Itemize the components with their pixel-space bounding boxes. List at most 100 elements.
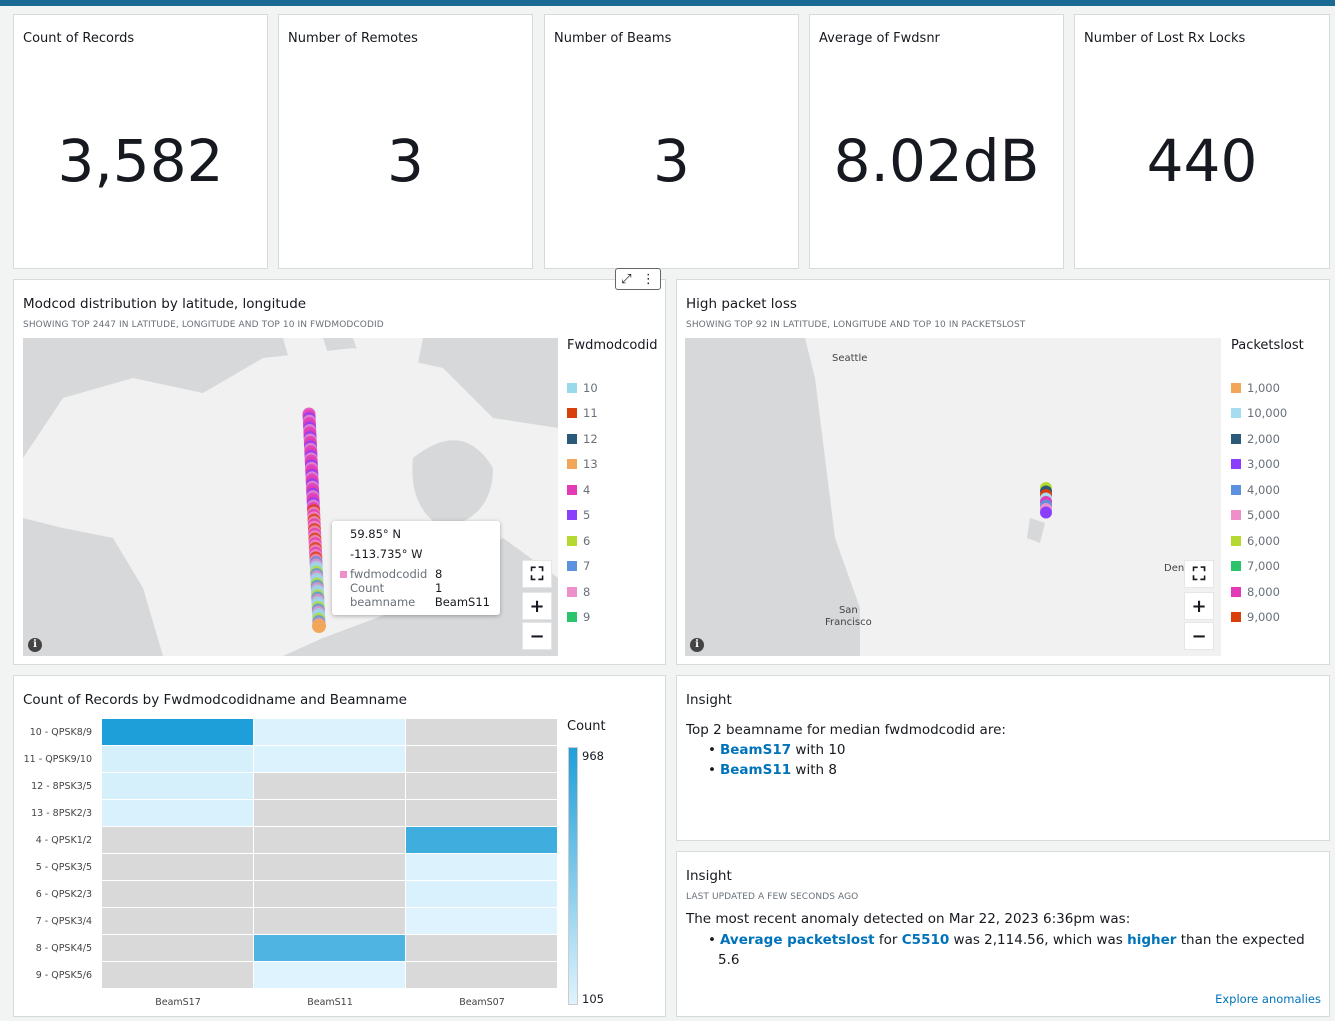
recenter-button[interactable]: ⛶: [522, 560, 552, 588]
place-label: Seattle: [832, 353, 868, 364]
legend-swatch: [567, 586, 577, 597]
legend-item[interactable]: 9,000: [1231, 605, 1304, 631]
legend-item[interactable]: 2,000: [1231, 426, 1304, 452]
heatmap-cell[interactable]: [406, 773, 558, 800]
kpi-value: 8.02dB: [833, 127, 1040, 195]
legend-label: 9: [583, 610, 591, 625]
heatmap-cell[interactable]: [102, 881, 254, 908]
legend-label: 12: [583, 431, 598, 446]
heatmap-visual: Count of Records by Fwdmodcodidname and …: [13, 675, 666, 1017]
zoom-in-button[interactable]: +: [522, 592, 552, 620]
heatmap-cell[interactable]: [406, 908, 558, 935]
tooltip-value: BeamS11: [434, 595, 490, 609]
row-label: 5 - QPSK3/5: [35, 862, 92, 873]
legend-swatch: [1231, 433, 1241, 444]
legend-item[interactable]: 9: [567, 605, 657, 631]
heatmap-cell[interactable]: [254, 827, 406, 854]
zoom-out-button[interactable]: −: [1184, 622, 1214, 650]
scale-min: 105: [582, 992, 604, 1006]
beam-link[interactable]: BeamS17: [719, 742, 792, 758]
expand-icon[interactable]: ⤢: [621, 271, 632, 287]
heatmap-cell[interactable]: [406, 935, 558, 962]
modcod-map-visual: Modcod distribution by latitude, longitu…: [13, 268, 666, 665]
zoom-out-button[interactable]: −: [522, 622, 552, 650]
legend-label: 6,000: [1247, 533, 1280, 548]
legend-item[interactable]: 13: [567, 452, 657, 478]
heatmap-cell[interactable]: [102, 800, 254, 827]
row-label: 11 - QPSK9/10: [23, 754, 92, 765]
heatmap-cell[interactable]: [102, 773, 254, 800]
heatmap-cell[interactable]: [102, 854, 254, 881]
heatmap-cell[interactable]: [406, 719, 558, 746]
legend-item[interactable]: 3,000: [1231, 452, 1304, 478]
heatmap-cell[interactable]: [406, 800, 558, 827]
heatmap-cell[interactable]: [254, 719, 406, 746]
info-icon[interactable]: i: [690, 638, 704, 652]
legend-item[interactable]: 4: [567, 477, 657, 503]
legend-item[interactable]: 8: [567, 579, 657, 605]
legend: Fwdmodcodid 10 11 12 13 4 5 6 7 8 9: [567, 338, 657, 630]
legend-item[interactable]: 6: [567, 528, 657, 554]
heatmap-cell[interactable]: [102, 908, 254, 935]
row-label: 6 - QPSK2/3: [35, 889, 92, 900]
heatmap-cell[interactable]: [254, 773, 406, 800]
legend-item[interactable]: 12: [567, 426, 657, 452]
heatmap-cell[interactable]: [406, 827, 558, 854]
map-canvas[interactable]: Seattle San Francisco Den ⛶ + − i: [685, 338, 1221, 656]
legend: Packetslost 1,000 10,000 2,000 3,000 4,000 5,0…: [1231, 338, 1304, 630]
legend-item[interactable]: 5,000: [1231, 503, 1304, 529]
beam-link[interactable]: BeamS11: [719, 762, 792, 778]
legend-item[interactable]: 7: [567, 554, 657, 580]
legend-item[interactable]: 1,000: [1231, 375, 1304, 401]
info-icon[interactable]: i: [28, 638, 42, 652]
direction-text: higher: [1127, 932, 1177, 948]
heatmap-cell[interactable]: [254, 800, 406, 827]
map-canvas[interactable]: 59.85° N -113.735° W fwdmodcodid 8 Count 1…: [23, 338, 558, 656]
legend-item[interactable]: 10,000: [1231, 401, 1304, 427]
heatmap-cell[interactable]: [102, 962, 254, 989]
heatmap-cell[interactable]: [254, 935, 406, 962]
recenter-button[interactable]: ⛶: [1184, 560, 1214, 588]
legend-swatch: [567, 484, 577, 495]
heatmap-cell[interactable]: [102, 719, 254, 746]
more-menu-icon[interactable]: ⋮: [641, 271, 655, 287]
legend-item[interactable]: 7,000: [1231, 554, 1304, 580]
heatmap-cell[interactable]: [254, 746, 406, 773]
legend-swatch: [567, 510, 577, 521]
data-points[interactable]: [685, 338, 1221, 656]
heatmap-cell[interactable]: [102, 746, 254, 773]
heatmap-cell[interactable]: [254, 854, 406, 881]
heatmap-cell[interactable]: [254, 881, 406, 908]
entity-link[interactable]: C5510: [901, 932, 950, 948]
map-tooltip: 59.85° N -113.735° W fwdmodcodid 8 Count 1…: [332, 521, 500, 615]
legend-item[interactable]: 6,000: [1231, 528, 1304, 554]
legend-swatch: [1231, 382, 1241, 393]
legend-item[interactable]: 5: [567, 503, 657, 529]
legend-item[interactable]: 8,000: [1231, 579, 1304, 605]
data-point[interactable]: [1040, 506, 1052, 519]
data-points[interactable]: [23, 338, 558, 656]
heatmap-cell[interactable]: [406, 854, 558, 881]
legend-title: Count: [567, 719, 606, 734]
zoom-in-button[interactable]: +: [1184, 592, 1214, 620]
heatmap-cell[interactable]: [406, 962, 558, 989]
heatmap-cell[interactable]: [102, 827, 254, 854]
heatmap-cell[interactable]: [406, 881, 558, 908]
heatmap-cell[interactable]: [254, 962, 406, 989]
tooltip-key: fwdmodcodid: [350, 567, 428, 581]
legend-swatch: [567, 535, 577, 546]
heatmap-cell[interactable]: [406, 746, 558, 773]
row-label: 13 - 8PSK2/3: [31, 808, 92, 819]
visual-title: High packet loss: [686, 296, 797, 312]
metric-link[interactable]: Average packetslost: [719, 932, 875, 948]
list-item: Average packetslost for C5510 was 2,114.…: [718, 930, 1326, 970]
heatmap-cell[interactable]: [102, 935, 254, 962]
explore-anomalies-link[interactable]: Explore anomalies: [1215, 992, 1321, 1006]
legend-item[interactable]: 4,000: [1231, 477, 1304, 503]
legend-item[interactable]: 11: [567, 401, 657, 427]
legend-item[interactable]: 10: [567, 375, 657, 401]
legend-swatch: [567, 408, 577, 419]
heatmap-cell[interactable]: [254, 908, 406, 935]
legend-swatch: [1231, 459, 1241, 470]
visual-title: Modcod distribution by latitude, longitu…: [23, 296, 307, 312]
